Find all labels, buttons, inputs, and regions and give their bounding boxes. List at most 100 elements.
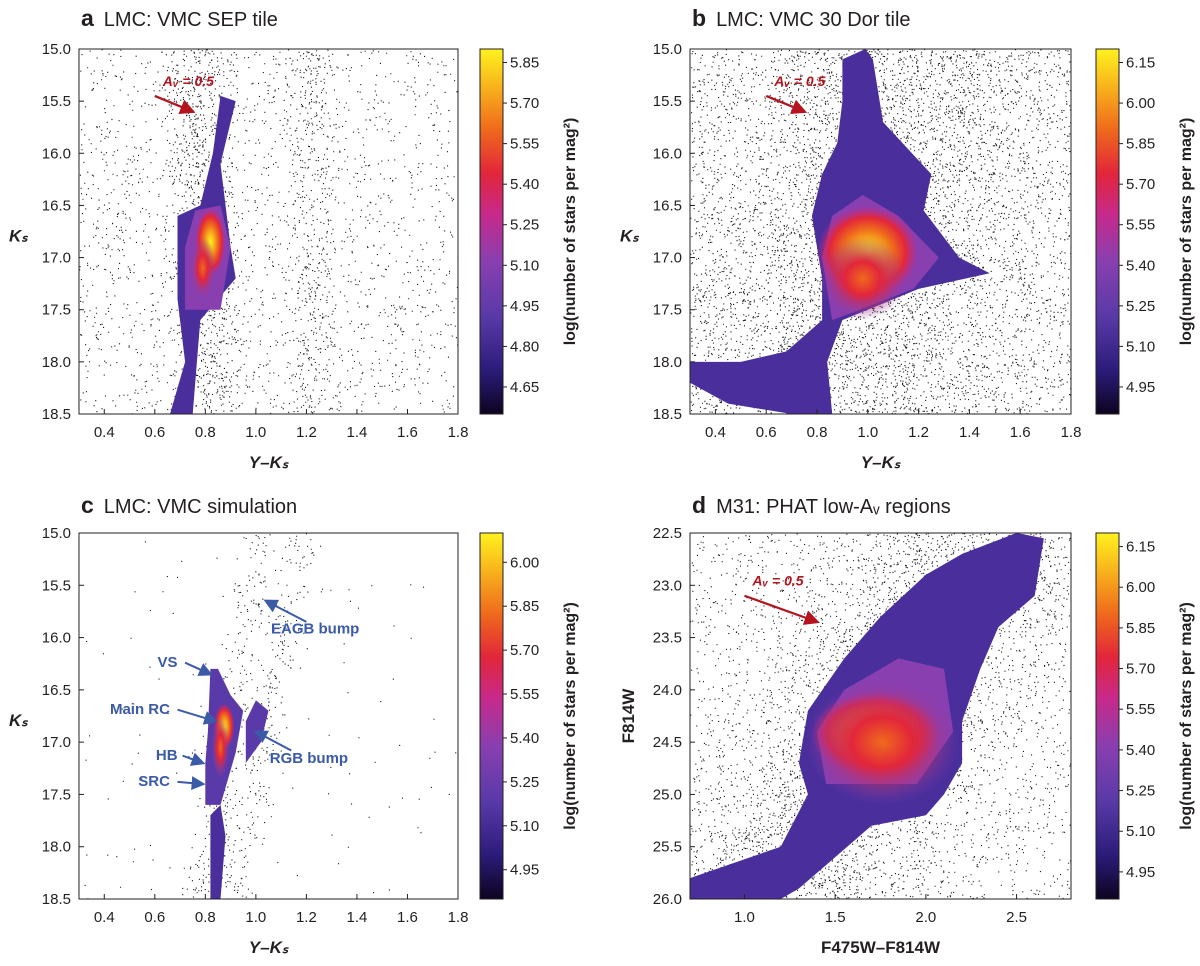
density-peak-1 — [211, 716, 230, 779]
plot-area — [690, 49, 1071, 414]
colorbar: 4.65 4.80 4.95 5.10 5.25 5.40 5.55 5.70 5.85 log(… — [479, 48, 579, 415]
y-tick-label: 23.5 — [653, 630, 682, 647]
x-tick-label: 2.0 — [915, 909, 936, 926]
y-tick-label: 15.5 — [42, 93, 71, 110]
y-tick-label: 17.5 — [42, 786, 71, 803]
colorbar-label: log(number of stars per mag²) — [1178, 602, 1195, 830]
y-axis-label: Kₛ — [9, 227, 28, 246]
annotation-label: EAGB bump — [271, 620, 359, 637]
plot-area — [690, 533, 1071, 899]
panel-letter: a — [81, 5, 94, 31]
x-tick-label: 1.0 — [857, 424, 878, 441]
colorbar-label: log(number of stars per mag²) — [562, 118, 579, 346]
annotation-arrow — [253, 730, 292, 752]
x-axis-label: Y–Kₛ — [249, 453, 289, 472]
annotation-label: VS — [158, 654, 178, 671]
star-points — [84, 533, 457, 899]
reddening-label: Aᵥ = 0.5 — [162, 73, 214, 89]
colorbar-tick-label: 5.40 — [510, 176, 539, 193]
density-peak-1 — [190, 236, 216, 300]
annotation-arrow — [177, 776, 206, 791]
y-tick-label: 16.5 — [42, 197, 71, 214]
reddening-label: Aᵥ = 0.5 — [751, 573, 803, 589]
colorbar-tick-label: 5.40 — [510, 730, 539, 747]
x-tick-label: 1.6 — [397, 909, 418, 926]
colorbar-tick-label: 5.55 — [1126, 217, 1155, 234]
y-tick-label: 16.0 — [42, 630, 71, 647]
colorbar-tick-label: 5.10 — [1126, 338, 1155, 355]
reddening-arrow — [744, 594, 820, 625]
panel-c: c LMC: VMC simulation 0.4 0.6 0.8 1.0 1.2 1.4 1.… — [9, 492, 579, 957]
y-tick-label: 18.0 — [42, 839, 71, 856]
x-tick-label: 0.4 — [705, 424, 726, 441]
plot-frame — [689, 532, 1072, 900]
x-tick-label: 1.6 — [1010, 424, 1031, 441]
reddening-arrow — [154, 94, 196, 114]
y-tick-label: 17.5 — [653, 302, 682, 319]
x-tick-label: 1.5 — [825, 909, 846, 926]
x-tick-label: 0.4 — [94, 909, 115, 926]
colorbar-gradient — [1095, 532, 1120, 900]
x-tick-label: 1.6 — [397, 424, 418, 441]
y-tick-label: 25.0 — [653, 786, 682, 803]
colorbar-tick-label: 5.25 — [1126, 783, 1155, 800]
colorbar-tick-label: 5.70 — [510, 95, 539, 112]
x-tick-label: 1.0 — [245, 424, 266, 441]
y-axis-label: Kₛ — [620, 227, 639, 246]
x-tick-label: 1.0 — [245, 909, 266, 926]
colorbar-tick-label: 5.10 — [510, 257, 539, 274]
x-tick-label: 1.4 — [347, 424, 368, 441]
panel-title: a LMC: VMC SEP tile — [81, 5, 278, 31]
panel-title-text: LMC: VMC simulation — [104, 496, 297, 518]
colorbar-gradient — [479, 48, 504, 415]
y-axis-label: F814W — [619, 688, 638, 744]
colorbar-tick-label: 5.70 — [510, 642, 539, 659]
plot-background — [79, 533, 458, 899]
y-tick-label: 17.0 — [653, 250, 682, 267]
y-tick-label: 17.0 — [42, 734, 71, 751]
density-peak-1 — [819, 236, 906, 321]
reddening-label: Aᵥ = 0.5 — [773, 73, 825, 89]
reddening-arrow — [765, 94, 808, 115]
y-tick-label: 15.5 — [653, 93, 682, 110]
colorbar-tick-label: 5.40 — [1126, 742, 1155, 759]
panels-layer: a LMC: VMC SEP tile 0.4 0.6 0.8 1.0 1.2 1.4 1.6 1… — [9, 5, 1195, 957]
panel-d: d M31: PHAT low-Aᵥ regions 1.0 1.5 2.0 2.5 22.… — [619, 492, 1195, 957]
density-region-1 — [210, 804, 226, 899]
panel-title: b LMC: VMC 30 Dor tile — [692, 5, 911, 31]
density-peak-1 — [806, 679, 959, 805]
panel-title-text: LMC: VMC 30 Dor tile — [716, 9, 911, 31]
plot-background — [79, 49, 458, 414]
colorbar-tick-label: 5.85 — [1126, 136, 1155, 153]
panel-title-text: M31: PHAT low-Aᵥ regions — [716, 496, 951, 518]
annotation-arrow — [182, 752, 206, 766]
colorbar-tick-label: 5.25 — [510, 217, 539, 234]
y-tick-label: 17.5 — [42, 302, 71, 319]
colorbar: 4.95 5.10 5.25 5.40 5.55 5.70 5.85 6.00 6.15 log(… — [1095, 532, 1195, 900]
annotation-label: Main RC — [110, 701, 170, 718]
colorbar-label: log(number of stars per mag²) — [562, 602, 579, 830]
colorbar-gradient — [479, 532, 504, 900]
y-tick-label: 17.0 — [42, 250, 71, 267]
plot-area — [79, 49, 458, 414]
panel-letter: c — [81, 492, 94, 518]
colorbar-tick-label: 4.80 — [510, 338, 539, 355]
y-tick-label: 15.0 — [653, 41, 682, 58]
panel-title-text: LMC: VMC SEP tile — [104, 9, 278, 31]
panel-title: d M31: PHAT low-Aᵥ regions — [692, 492, 951, 518]
y-tick-label: 18.0 — [653, 354, 682, 371]
colorbar-tick-label: 5.10 — [1126, 823, 1155, 840]
y-tick-label: 15.0 — [42, 525, 71, 542]
star-scatter — [84, 533, 457, 899]
x-tick-label: 0.8 — [195, 909, 216, 926]
colorbar-tick-label: 6.00 — [510, 554, 539, 571]
y-tick-label: 16.0 — [42, 145, 71, 162]
colorbar-tick-label: 6.00 — [1126, 95, 1155, 112]
colorbar-tick-label: 4.95 — [510, 298, 539, 315]
colorbar-tick-label: 5.85 — [510, 598, 539, 615]
panel-letter: d — [692, 492, 706, 518]
y-tick-label: 18.0 — [42, 354, 71, 371]
colorbar-tick-label: 5.70 — [1126, 176, 1155, 193]
x-tick-label: 1.2 — [296, 424, 317, 441]
